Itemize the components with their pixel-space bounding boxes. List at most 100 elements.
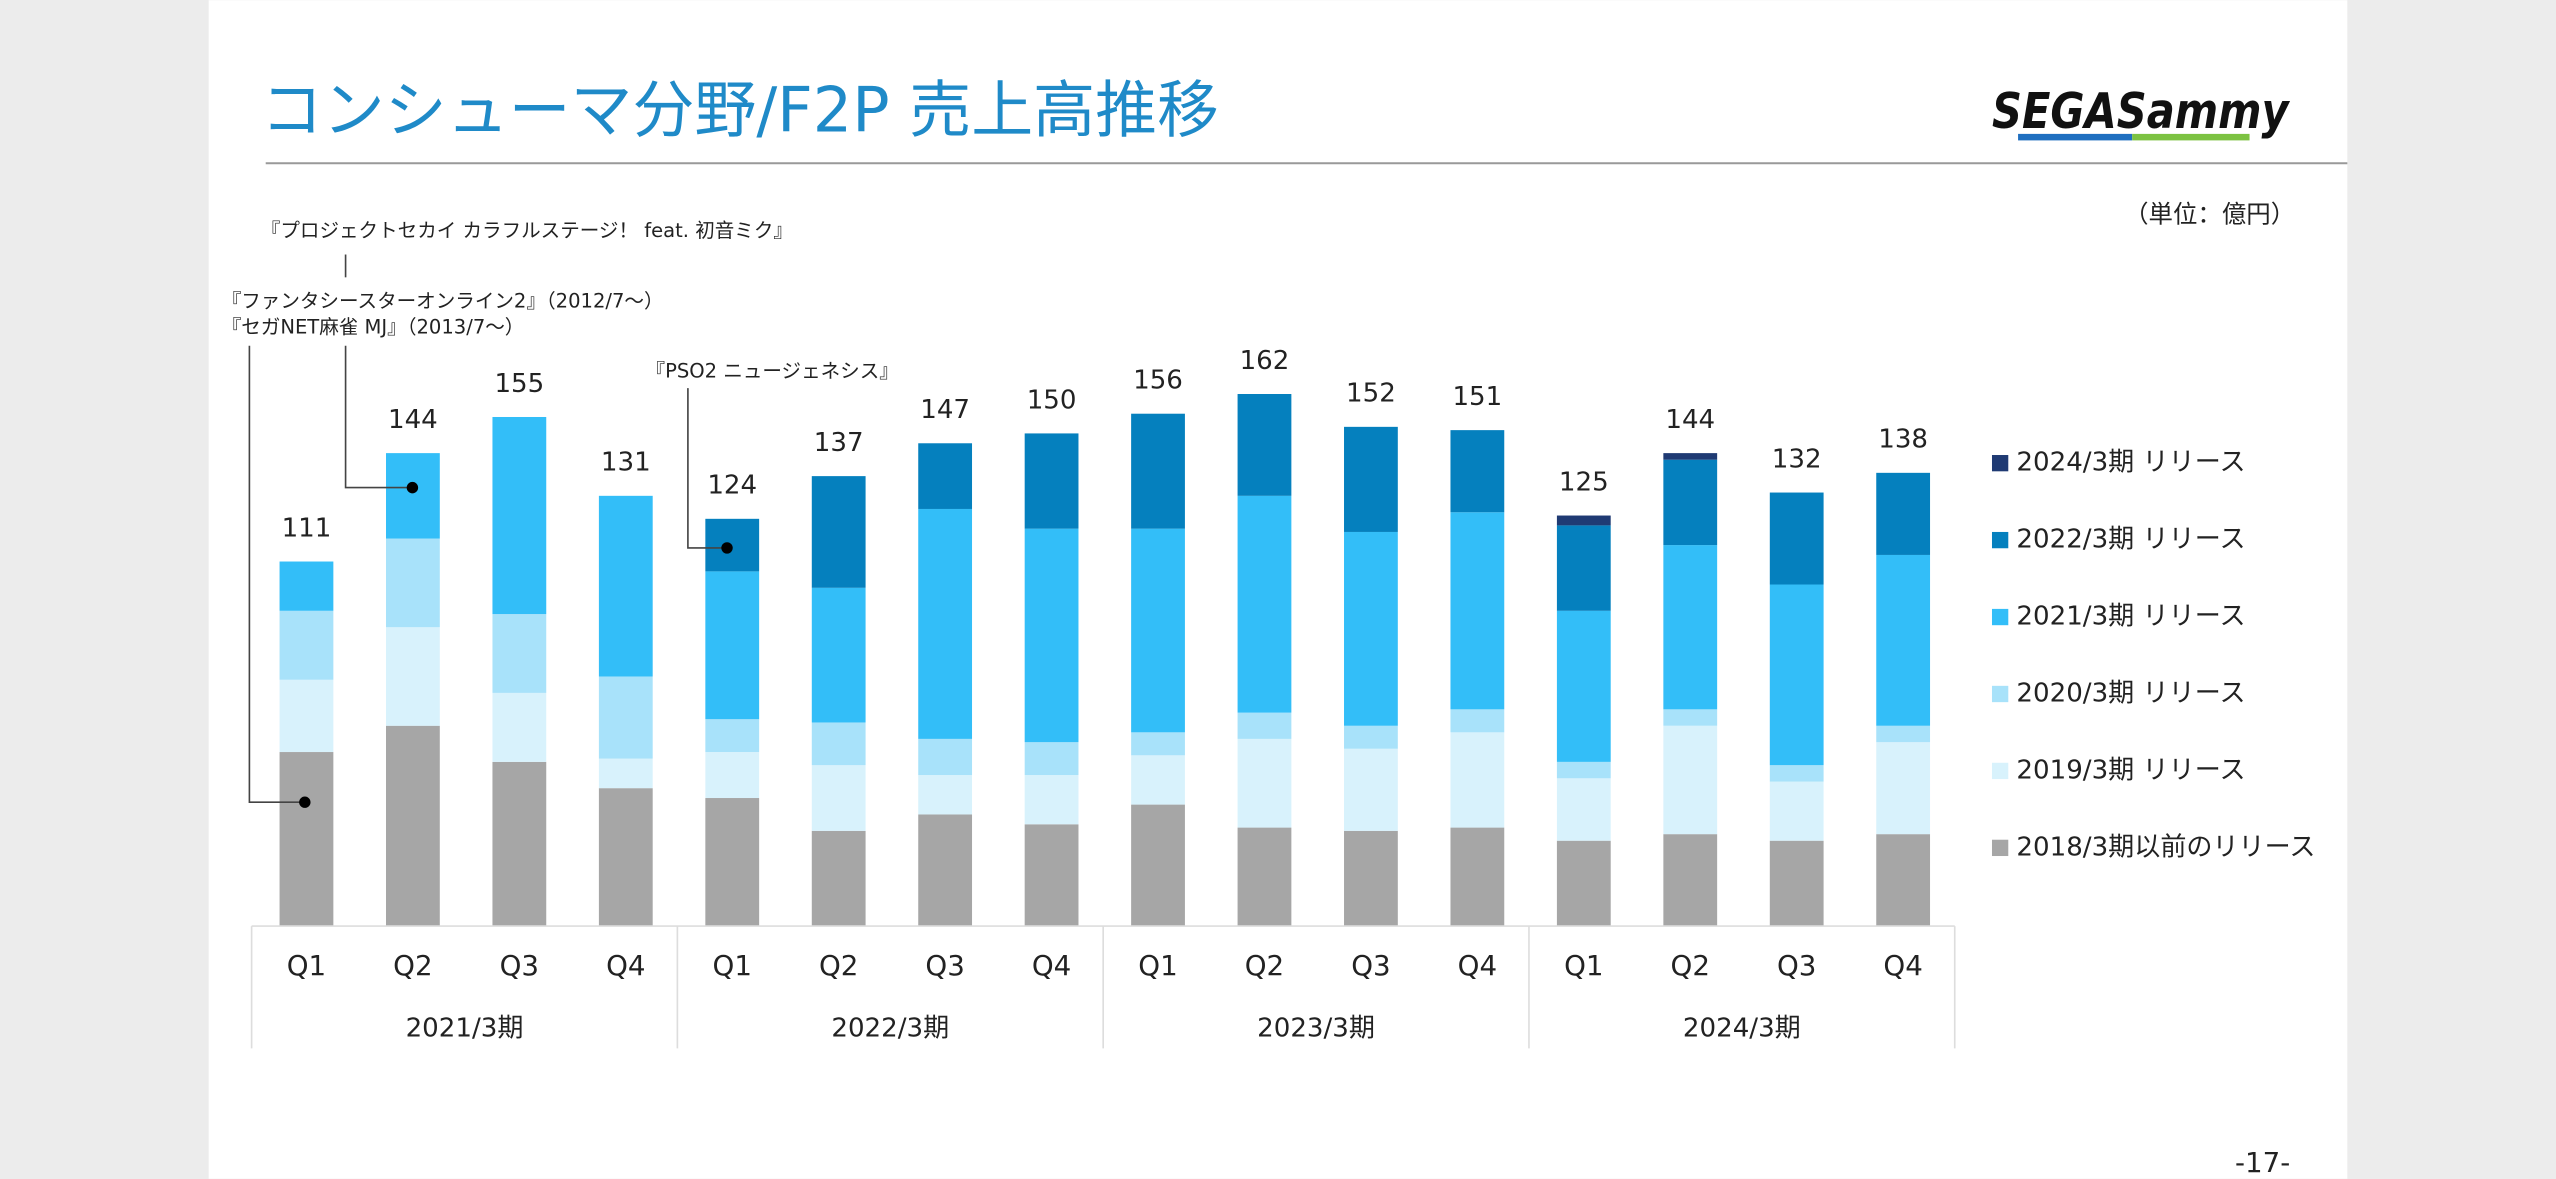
logo-bar: [2018, 133, 2133, 141]
logo: SEGASammy: [1992, 83, 2290, 140]
legend-swatch: [1991, 839, 2009, 857]
x-tick-label: Q4: [1032, 949, 1071, 982]
x-tick-label: Q3: [1351, 949, 1390, 982]
bar-segment: [492, 416, 547, 615]
legend-label: 2019/3期 リリース: [2016, 755, 2245, 785]
x-tick-label: Q2: [1671, 949, 1710, 982]
bar-segment: [492, 614, 547, 693]
bar-segment: [1663, 834, 1718, 927]
bar-segment: [386, 627, 440, 726]
callout-dot: [406, 481, 419, 494]
bar-segment: [918, 443, 973, 509]
x-tick-label: Q4: [1458, 949, 1497, 982]
bar-segment: [1663, 545, 1718, 710]
group-label: 2022/3期: [831, 1013, 949, 1043]
bar-segment: [1663, 453, 1718, 460]
bar-segment: [811, 722, 866, 766]
title: コンシューマ分野/F2P 売上高推移: [261, 74, 1219, 146]
group-label: 2021/3期: [406, 1013, 524, 1043]
bar-segment: [1769, 584, 1824, 766]
bar-segment: [1876, 742, 1931, 835]
bar-segment: [598, 788, 653, 927]
bar-segment: [1876, 472, 1931, 555]
bar-segment: [1556, 761, 1611, 779]
bar-segment: [1024, 824, 1079, 927]
bar-segment: [598, 676, 653, 759]
bar-segment: [1344, 830, 1398, 927]
unit: （単位：億円）: [2124, 199, 2295, 228]
bar-segment: [811, 765, 866, 831]
bar-segment: [1556, 610, 1611, 762]
callouts: [248, 254, 728, 804]
bar-segment: [1556, 778, 1611, 841]
bar-segment: [1769, 781, 1824, 841]
legend-label: 2020/3期 リリース: [2016, 678, 2245, 708]
bar-segment: [492, 761, 547, 927]
bar-segment: [1344, 748, 1398, 831]
bar-segment: [386, 538, 440, 628]
total-label: 124: [707, 471, 757, 501]
bar-segment: [1769, 492, 1824, 585]
bar-segment: [1663, 725, 1718, 835]
bar-segment: [705, 571, 760, 720]
bar-segment: [598, 495, 653, 677]
bar-segment: [1131, 528, 1185, 733]
annotation: 『セガNET麻雀 MJ』（2013/7～）: [222, 315, 525, 338]
bar-segment: [279, 561, 334, 611]
bar-segment: [1344, 531, 1398, 726]
bar-segment: [1024, 433, 1079, 529]
bar-segment: [811, 830, 866, 927]
group-label: 2024/3期: [1683, 1013, 1801, 1043]
bar-segment: [705, 752, 760, 799]
bar-segment: [705, 518, 760, 572]
legend-swatch: [1991, 608, 2009, 626]
bar-segment: [1769, 765, 1824, 782]
total-label: 111: [282, 513, 332, 543]
legend-label: 2018/3期以前のリリース: [2016, 832, 2315, 862]
legend-swatch: [1991, 455, 2009, 472]
bar-segment: [1876, 834, 1931, 927]
bar-segment: [492, 692, 547, 762]
bar-segment: [918, 775, 973, 815]
bar-segment: [1344, 426, 1398, 532]
total-label: 138: [1878, 425, 1928, 455]
callout-line: [344, 345, 413, 489]
callout-line: [687, 388, 728, 549]
bar-segment: [918, 508, 973, 739]
page-number: -17-: [2235, 1146, 2290, 1179]
chart: 111 Q1 144 Q2 155 Q3 131 Q4 124 Q1 137 Q2 147 Q3 150 Q4…: [250, 346, 2316, 1049]
bar-segment: [279, 610, 334, 680]
bar-segment: [1663, 459, 1718, 546]
total-label: 131: [601, 448, 651, 478]
callout-dot: [721, 542, 733, 554]
bar-segment: [386, 725, 440, 927]
bar-segment: [1450, 709, 1505, 733]
bar-segment: [1450, 430, 1505, 513]
bar-segment: [1237, 495, 1292, 713]
bar-segment: [279, 752, 334, 927]
x-tick-label: Q2: [819, 949, 858, 982]
bar-segment: [705, 719, 760, 753]
bar-segment: [1131, 755, 1185, 805]
bar-segment: [1237, 827, 1292, 927]
bar-segment: [1237, 712, 1292, 739]
bar-segment: [1131, 413, 1185, 529]
x-tick-label: Q3: [500, 949, 539, 982]
bar-segment: [1556, 525, 1611, 611]
bar-segment: [1024, 775, 1079, 825]
total-label: 156: [1133, 366, 1183, 396]
total-label: 152: [1346, 379, 1396, 409]
bar-segment: [1131, 732, 1185, 756]
total-label: 155: [494, 369, 544, 399]
annotation: 『プロジェクトセカイ カラフルステージ！ feat. 初音ミク』: [261, 219, 793, 242]
bar-segment: [1237, 394, 1292, 496]
bar-segment: [1024, 528, 1079, 743]
annotation: 『PSO2 ニュージェネシス』: [646, 359, 899, 382]
x-tick-label: Q1: [1564, 949, 1603, 982]
callout-dot: [299, 796, 311, 808]
bar-segment: [811, 587, 866, 723]
total-label: 125: [1559, 467, 1609, 497]
bar-segment: [1556, 515, 1611, 526]
legend-swatch: [1991, 531, 2009, 549]
legend-label: 2024/3期 リリース: [2016, 448, 2245, 478]
